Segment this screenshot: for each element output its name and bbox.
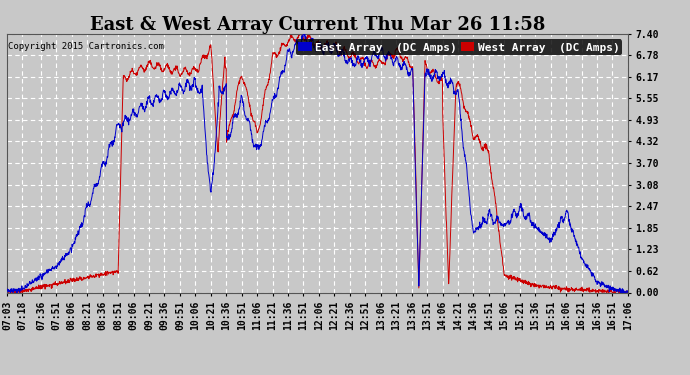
Text: Copyright 2015 Cartronics.com: Copyright 2015 Cartronics.com [8,42,164,51]
Title: East & West Array Current Thu Mar 26 11:58: East & West Array Current Thu Mar 26 11:… [90,16,545,34]
Legend: East Array  (DC Amps), West Array  (DC Amps): East Array (DC Amps), West Array (DC Amp… [295,39,622,55]
